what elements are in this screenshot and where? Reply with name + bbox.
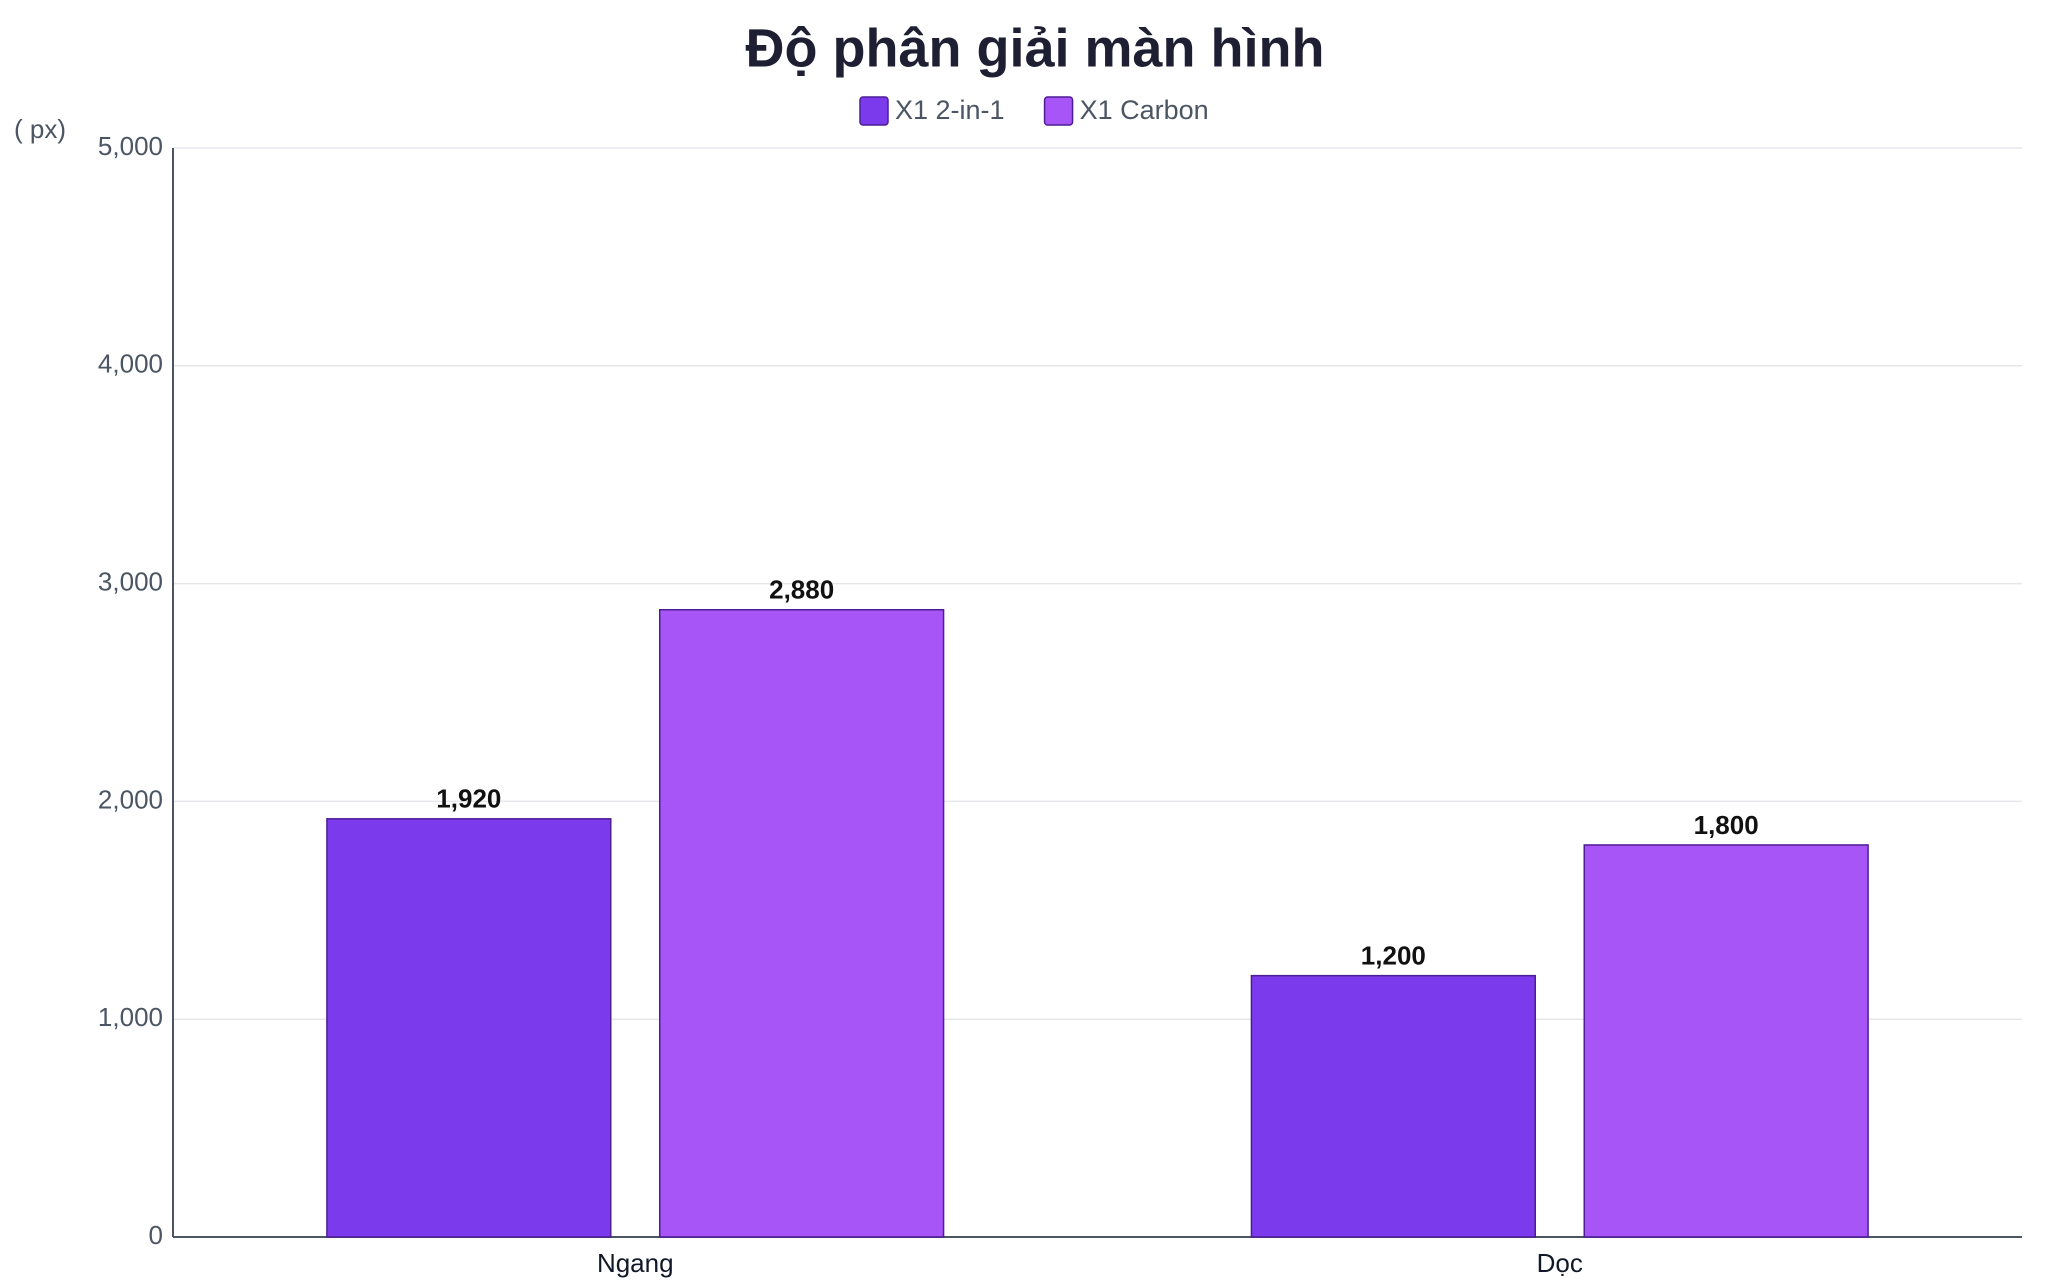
y-tick-label: 3,000 [98,566,163,596]
value-label: 1,200 [1361,941,1426,971]
value-label: 1,920 [436,784,501,814]
y-tick-label: 2,000 [98,784,163,814]
legend-swatch [859,96,889,126]
y-tick-label: 0 [149,1220,163,1250]
x-tick-label: Dọc [1537,1248,1583,1278]
y-tick-label: 1,000 [98,1002,163,1032]
y-axis-label: ( px) [14,114,66,144]
y-tick-label: 5,000 [98,131,163,161]
bar [658,608,945,1238]
legend-label: X1 Carbon [1080,95,1209,125]
bar [1250,974,1537,1238]
legend-label: X1 2-in-1 [895,95,1005,125]
value-label: 2,880 [769,575,834,605]
bar [1583,844,1869,1238]
y-tick-label: 4,000 [98,349,163,379]
value-label: 1,800 [1694,810,1759,840]
x-tick-label: Ngang [597,1248,674,1278]
chart-title: Độ phân giải màn hình [746,18,1325,78]
bar [326,818,612,1238]
legend-swatch [1043,96,1074,126]
